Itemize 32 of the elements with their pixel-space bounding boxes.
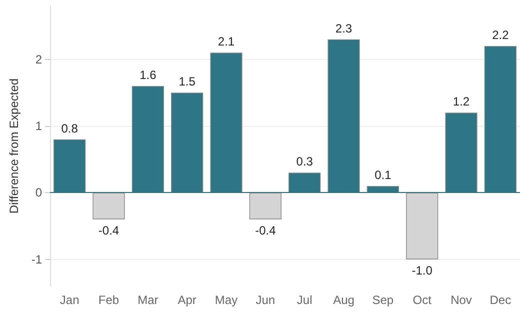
- bar: [92, 192, 125, 220]
- data-label: 1.2: [452, 94, 470, 109]
- data-label: 1.5: [178, 74, 196, 89]
- data-label: -0.4: [255, 223, 276, 238]
- x-tick-label: Nov: [450, 293, 472, 307]
- y-tick-label: 0: [35, 186, 42, 200]
- data-label: 1.6: [140, 68, 157, 82]
- x-tick-label: Mar: [138, 293, 158, 307]
- x-tick-label: Jan: [60, 293, 80, 307]
- y-tick-label: -1: [31, 252, 42, 266]
- x-tick-label: Apr: [178, 293, 196, 307]
- x-tick-label: Jul: [296, 293, 312, 307]
- data-label: 2.3: [335, 21, 352, 36]
- y-tick-label: 2: [35, 52, 42, 66]
- data-label: -0.4: [98, 223, 120, 238]
- x-tick-label: Feb: [98, 293, 120, 307]
- bar: [406, 192, 438, 260]
- x-tick-label: Oct: [412, 293, 432, 307]
- data-label: 2.2: [492, 28, 510, 42]
- y-tick-label: 1: [35, 119, 42, 133]
- data-label: 0.8: [61, 121, 78, 136]
- x-tick-label: May: [214, 293, 238, 307]
- data-label: 0.3: [296, 154, 314, 169]
- x-tick-label: Jun: [256, 293, 276, 307]
- data-label: 0.1: [374, 168, 392, 182]
- x-tick-label: Aug: [333, 293, 354, 307]
- x-tick-label: Dec: [490, 293, 512, 307]
- y-axis-title: Difference from Expected: [7, 78, 21, 214]
- x-tick-label: Sep: [372, 293, 394, 307]
- bar: [249, 192, 282, 220]
- data-label: -1.0: [412, 263, 433, 278]
- data-label: 2.1: [218, 34, 235, 49]
